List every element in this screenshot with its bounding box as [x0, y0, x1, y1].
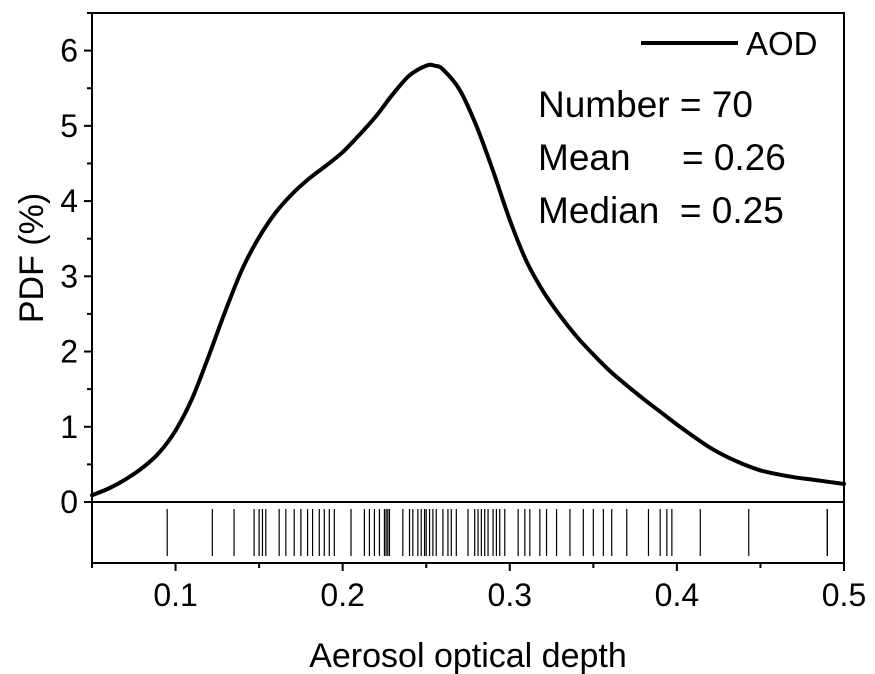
y-tick-label: 0: [60, 484, 78, 520]
stat-median: Median = 0.25: [538, 190, 784, 231]
stat-number: Number = 70: [538, 84, 753, 125]
statistics-annotation: Number = 70 Mean = 0.26 Median = 0.25: [538, 84, 786, 231]
y-tick-label: 5: [60, 108, 78, 144]
x-axis-title: Aerosol optical depth: [309, 637, 627, 674]
y-axis-ticks: 0 1 2 3 4 5 6: [60, 12, 92, 520]
plot-frame: [91, 12, 845, 564]
legend: AOD: [641, 25, 818, 62]
y-tick-label: 3: [60, 258, 78, 294]
x-tick-label: 0.5: [822, 577, 866, 613]
y-tick-label: 6: [60, 33, 78, 69]
rug-plot: [166, 509, 828, 556]
x-tick-label: 0.1: [153, 577, 197, 613]
legend-label-aod: AOD: [746, 25, 818, 62]
y-tick-label: 1: [60, 409, 78, 445]
y-axis-title: PDF (%): [13, 193, 51, 323]
stat-mean: Mean = 0.26: [538, 137, 786, 178]
series-line-aod: [90, 62, 846, 498]
x-tick-label: 0.3: [488, 577, 532, 613]
x-tick-label: 0.2: [320, 577, 364, 613]
x-tick-label: 0.4: [655, 577, 699, 613]
y-tick-label: 2: [60, 334, 78, 370]
x-axis-ticks: 0.1 0.2 0.3 0.4 0.5: [91, 563, 866, 613]
y-tick-label: 4: [60, 183, 78, 219]
